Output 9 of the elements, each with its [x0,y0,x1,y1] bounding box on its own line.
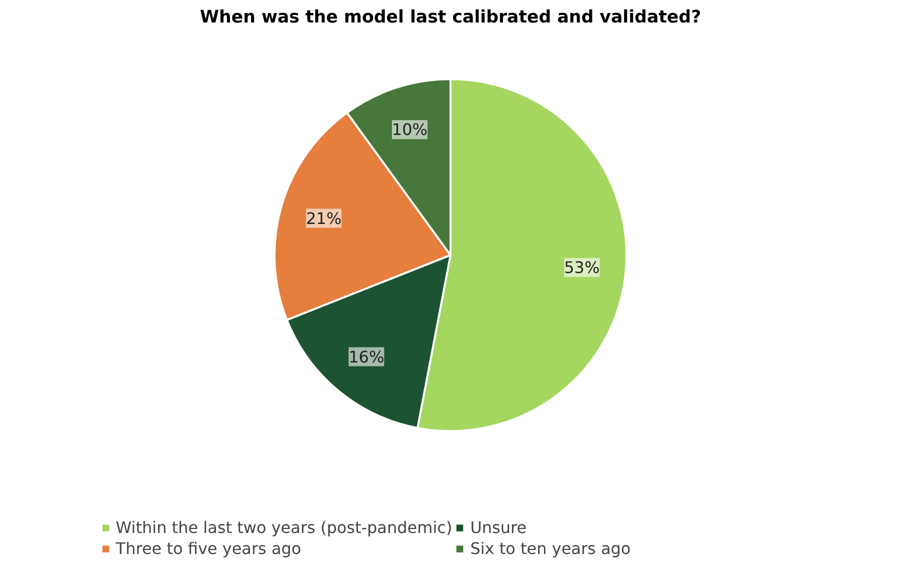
chart-title: When was the model last calibrated and validated? [200,8,702,28]
data-label: 16% [348,347,384,366]
legend-label: Six to ten years ago [470,539,632,558]
data-label: 10% [392,120,428,140]
legend-label: Unsure [470,518,528,537]
legend-label: Within the last two years (post-pandemic) [116,518,452,537]
data-label: 21% [306,208,342,228]
legend-label: Three to five years ago [116,539,302,558]
data-label: 53% [564,258,600,278]
